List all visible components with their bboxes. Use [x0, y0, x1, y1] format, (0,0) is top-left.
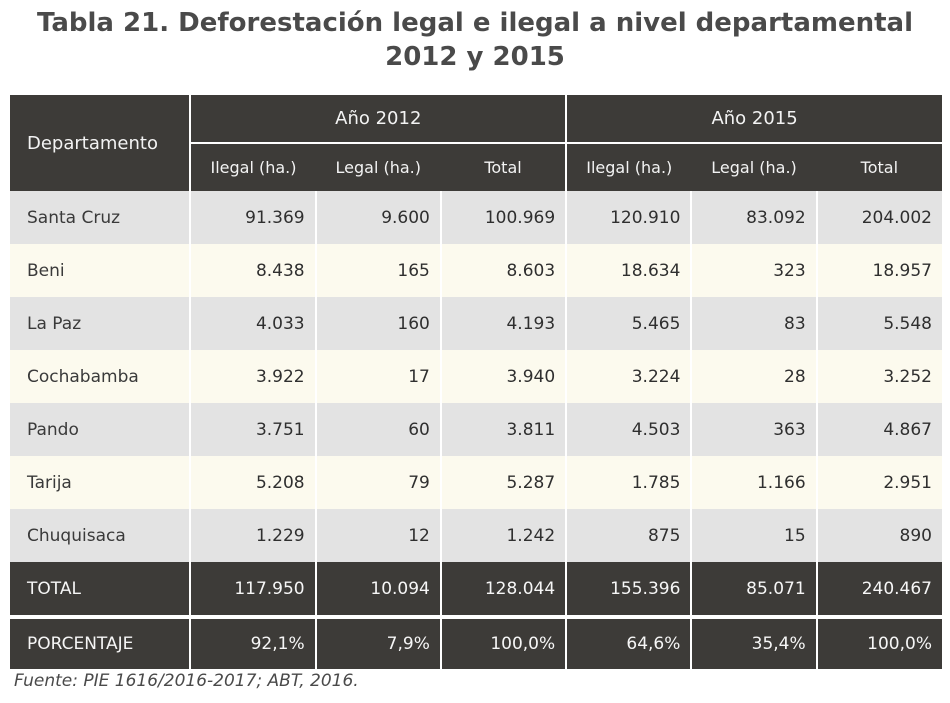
- table-cell: 28: [691, 350, 818, 403]
- table-cell: 91.369: [190, 191, 317, 244]
- source-note: Fuente: PIE 1616/2016-2017; ABT, 2016.: [14, 671, 359, 691]
- total-label: TOTAL: [10, 562, 192, 615]
- table-cell: 9.600: [315, 191, 442, 244]
- table-cell: 83: [691, 297, 818, 350]
- row-label: Cochabamba: [10, 350, 192, 403]
- percentage-cell: 100,0%: [440, 619, 568, 669]
- table-cell: 5.208: [190, 456, 317, 509]
- table-cell: 2.951: [816, 456, 942, 509]
- deforestation-table: Departamento Año 2012 Año 2015 Ilegal (h…: [10, 95, 942, 669]
- percentage-cell: 7,9%: [315, 619, 442, 669]
- header-row-subcolumns: Ilegal (ha.) Legal (ha.) Total Ilegal (h…: [10, 143, 942, 191]
- table-cell: 17: [315, 350, 442, 403]
- column-group-2012: Año 2012: [190, 95, 568, 144]
- row-label: Chuquisaca: [10, 509, 192, 562]
- row-label: La Paz: [10, 297, 192, 350]
- column-header-ilegal-2012: Ilegal (ha.): [190, 143, 316, 191]
- table-cell: 3.224: [566, 350, 693, 403]
- total-cell: 128.044: [440, 562, 568, 615]
- table-row: Santa Cruz 91.369 9.600 100.969 120.910 …: [10, 191, 942, 244]
- percentage-cell: 35,4%: [691, 619, 818, 669]
- table-cell: 890: [816, 509, 942, 562]
- total-cell: 117.950: [190, 562, 317, 615]
- percentage-label: PORCENTAJE: [10, 619, 192, 669]
- table-row: Pando 3.751 60 3.811 4.503 363 4.867: [10, 403, 942, 456]
- column-header-departamento: Departamento: [10, 95, 192, 191]
- table-cell: 120.910: [566, 191, 693, 244]
- table-cell: 4.033: [190, 297, 317, 350]
- percentage-cell: 64,6%: [566, 619, 693, 669]
- column-header-total-2015: Total: [816, 143, 942, 191]
- total-cell: 240.467: [816, 562, 942, 615]
- table-cell: 3.252: [816, 350, 942, 403]
- table-cell: 4.867: [816, 403, 942, 456]
- table-title-line-1: Tabla 21. Deforestación legal e ilegal a…: [36, 8, 913, 38]
- percentage-cell: 100,0%: [816, 619, 942, 669]
- table-cell: 3.940: [440, 350, 568, 403]
- table-row: Tarija 5.208 79 5.287 1.785 1.166 2.951: [10, 456, 942, 509]
- table-cell: 1.242: [440, 509, 568, 562]
- table-cell: 165: [315, 244, 442, 297]
- row-label: Beni: [10, 244, 192, 297]
- table-cell: 204.002: [816, 191, 942, 244]
- column-header-legal-2015: Legal (ha.): [691, 143, 817, 191]
- row-divider: [10, 615, 942, 619]
- table-row: La Paz 4.033 160 4.193 5.465 83 5.548: [10, 297, 942, 350]
- percentage-row: PORCENTAJE 92,1% 7,9% 100,0% 64,6% 35,4%…: [10, 619, 942, 669]
- column-header-total-2012: Total: [440, 143, 568, 191]
- table-cell: 875: [566, 509, 693, 562]
- table-cell: 60: [315, 403, 442, 456]
- table-cell: 1.229: [190, 509, 317, 562]
- table-cell: 15: [691, 509, 818, 562]
- table-title: Tabla 21. Deforestación legal e ilegal a…: [0, 6, 950, 74]
- table-cell: 5.287: [440, 456, 568, 509]
- row-label: Tarija: [10, 456, 192, 509]
- row-divider-cell: [10, 615, 942, 619]
- percentage-cell: 92,1%: [190, 619, 317, 669]
- table-cell: 3.751: [190, 403, 317, 456]
- table-cell: 83.092: [691, 191, 818, 244]
- total-cell: 10.094: [315, 562, 442, 615]
- total-row: TOTAL 117.950 10.094 128.044 155.396 85.…: [10, 562, 942, 615]
- table-cell: 8.603: [440, 244, 568, 297]
- table-cell: 5.465: [566, 297, 693, 350]
- table-row: Chuquisaca 1.229 12 1.242 875 15 890: [10, 509, 942, 562]
- row-label: Pando: [10, 403, 192, 456]
- total-cell: 155.396: [566, 562, 693, 615]
- table-row: Cochabamba 3.922 17 3.940 3.224 28 3.252: [10, 350, 942, 403]
- table-cell: 160: [315, 297, 442, 350]
- table-cell: 1.166: [691, 456, 818, 509]
- table-cell: 4.503: [566, 403, 693, 456]
- row-label: Santa Cruz: [10, 191, 192, 244]
- column-group-2015: Año 2015: [566, 95, 942, 144]
- total-cell: 85.071: [691, 562, 818, 615]
- table-cell: 3.811: [440, 403, 568, 456]
- table-cell: 100.969: [440, 191, 568, 244]
- table-cell: 363: [691, 403, 818, 456]
- table-cell: 18.957: [816, 244, 942, 297]
- table-title-line-2: 2012 y 2015: [385, 42, 565, 72]
- column-header-legal-2012: Legal (ha.): [315, 143, 441, 191]
- table-cell: 79: [315, 456, 442, 509]
- table-cell: 8.438: [190, 244, 317, 297]
- table-cell: 18.634: [566, 244, 693, 297]
- table-row: Beni 8.438 165 8.603 18.634 323 18.957: [10, 244, 942, 297]
- table-cell: 5.548: [816, 297, 942, 350]
- column-header-ilegal-2015: Ilegal (ha.): [566, 143, 692, 191]
- table-cell: 12: [315, 509, 442, 562]
- table-cell: 4.193: [440, 297, 568, 350]
- header-row-years: Departamento Año 2012 Año 2015: [10, 95, 942, 191]
- table-cell: 323: [691, 244, 818, 297]
- table-cell: 1.785: [566, 456, 693, 509]
- table-cell: 3.922: [190, 350, 317, 403]
